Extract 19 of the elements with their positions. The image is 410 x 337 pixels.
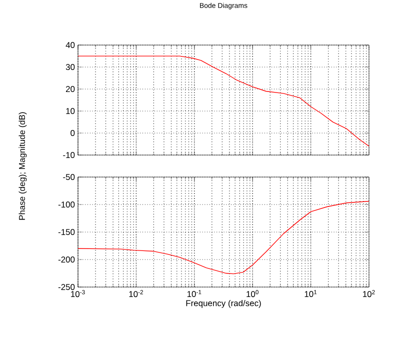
y-tick-label: 10: [66, 108, 75, 114]
x-tick-label: 10$^{2}$: [363, 290, 375, 298]
y-tick-label: -100: [58, 202, 75, 208]
x-tick-label: 10$^{-1}$: [187, 290, 202, 298]
y-axis-title: Phase (deg); Magnitude (dB): [18, 112, 27, 220]
y-tick-label: -50: [63, 174, 75, 180]
y-tick-label: -250: [58, 284, 75, 290]
y-tick-label: 40: [66, 42, 75, 48]
x-tick-label: 10$^{1}$: [304, 290, 317, 298]
y-tick-label: -10: [63, 152, 75, 158]
x-axis-title: Frequency (rad/sec): [186, 300, 261, 308]
y-tick-label: -150: [58, 229, 75, 236]
x-tick-label: 10$^{-3}$: [71, 290, 85, 298]
x-tick-label: 10$^{0}$: [246, 290, 258, 298]
y-tick-label: 30: [66, 64, 75, 70]
y-tick-label: 20: [66, 86, 75, 92]
x-tick-label: 10$^{-2}$: [129, 290, 143, 298]
y-tick-label: -200: [58, 256, 75, 263]
y-tick-label: 0: [70, 130, 75, 136]
